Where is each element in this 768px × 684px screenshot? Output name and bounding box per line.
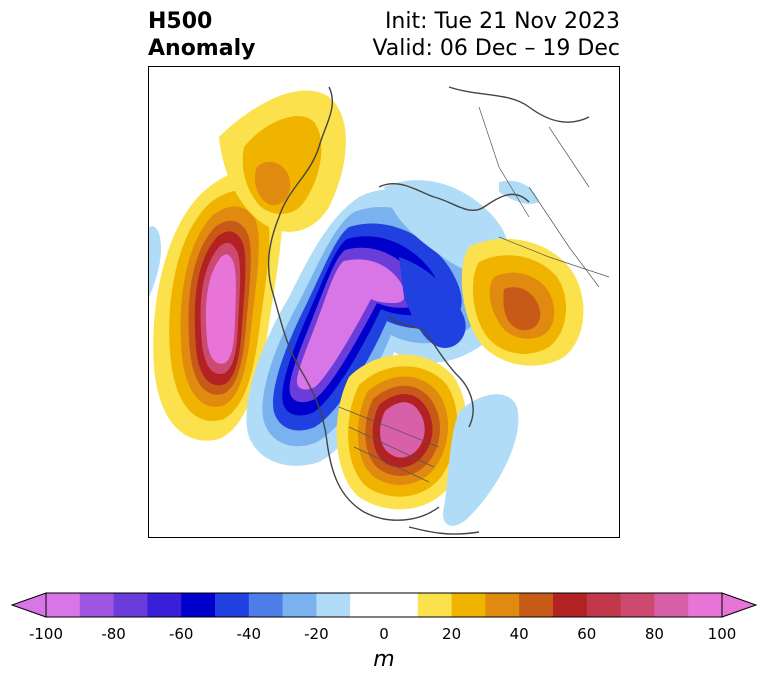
- colorbar-tick: -40: [236, 625, 262, 643]
- colorbar-segment: [46, 593, 81, 617]
- colorbar-segment: [654, 593, 689, 617]
- colorbar-unit-label: m: [373, 647, 395, 672]
- colorbar-segment: [553, 593, 588, 617]
- anomaly-map: [149, 86, 610, 535]
- colorbar: [10, 592, 758, 618]
- colorbar-tick: 40: [509, 625, 529, 643]
- colorbar-segment: [248, 593, 284, 617]
- colorbar-segment: [215, 593, 250, 617]
- colorbar-segment: [181, 593, 216, 617]
- colorbar-segment: [586, 593, 622, 617]
- colorbar-segment: [620, 593, 655, 617]
- colorbar-segments: [46, 593, 723, 617]
- colorbar-min-arrow: [10, 592, 47, 618]
- colorbar-segment: [113, 593, 148, 617]
- title-variable: H500: [148, 9, 213, 34]
- valid-range: Valid: 06 Dec – 19 Dec: [372, 36, 620, 61]
- map-panel: [148, 66, 620, 538]
- map-dates: Init: Tue 21 Nov 2023 Valid: 06 Dec – 19…: [372, 8, 620, 62]
- colorbar-segment: [350, 593, 385, 617]
- colorbar-segment: [147, 593, 182, 617]
- coastlines: [267, 86, 590, 535]
- colorbar-tick: -60: [168, 625, 194, 643]
- colorbar-frame: [45, 592, 723, 618]
- colorbar-segment: [79, 593, 115, 617]
- ridge-alaska-anomaly: [219, 90, 346, 232]
- colorbar-segment: [688, 593, 723, 617]
- ridge-pacific-anomaly: [153, 170, 283, 441]
- colorbar-tick: 0: [379, 625, 389, 643]
- init-date: Init: Tue 21 Nov 2023: [384, 9, 620, 34]
- colorbar-tick: -80: [101, 625, 126, 643]
- colorbar-tick: -100: [28, 625, 64, 643]
- colorbar-segment: [282, 593, 317, 617]
- title-type: Anomaly: [148, 36, 256, 61]
- negative-tropical-anomaly: [149, 226, 519, 526]
- colorbar-tick: 20: [442, 625, 462, 643]
- colorbar-segment: [485, 593, 520, 617]
- map-title: H500 Anomaly: [148, 8, 255, 62]
- colorbar-segment: [519, 593, 554, 617]
- ridge-siberia-anomaly: [461, 238, 584, 366]
- political-borders: [338, 106, 610, 483]
- colorbar-max-arrow: [721, 592, 758, 618]
- colorbar-tick: 60: [577, 625, 597, 643]
- colorbar-segment: [316, 593, 351, 617]
- colorbar-segment: [384, 593, 419, 617]
- colorbar-segment: [451, 593, 486, 617]
- colorbar-tick: -20: [304, 625, 329, 643]
- colorbar-tick: 100: [707, 625, 737, 643]
- colorbar-tick: 80: [644, 625, 664, 643]
- colorbar-segment: [417, 593, 453, 617]
